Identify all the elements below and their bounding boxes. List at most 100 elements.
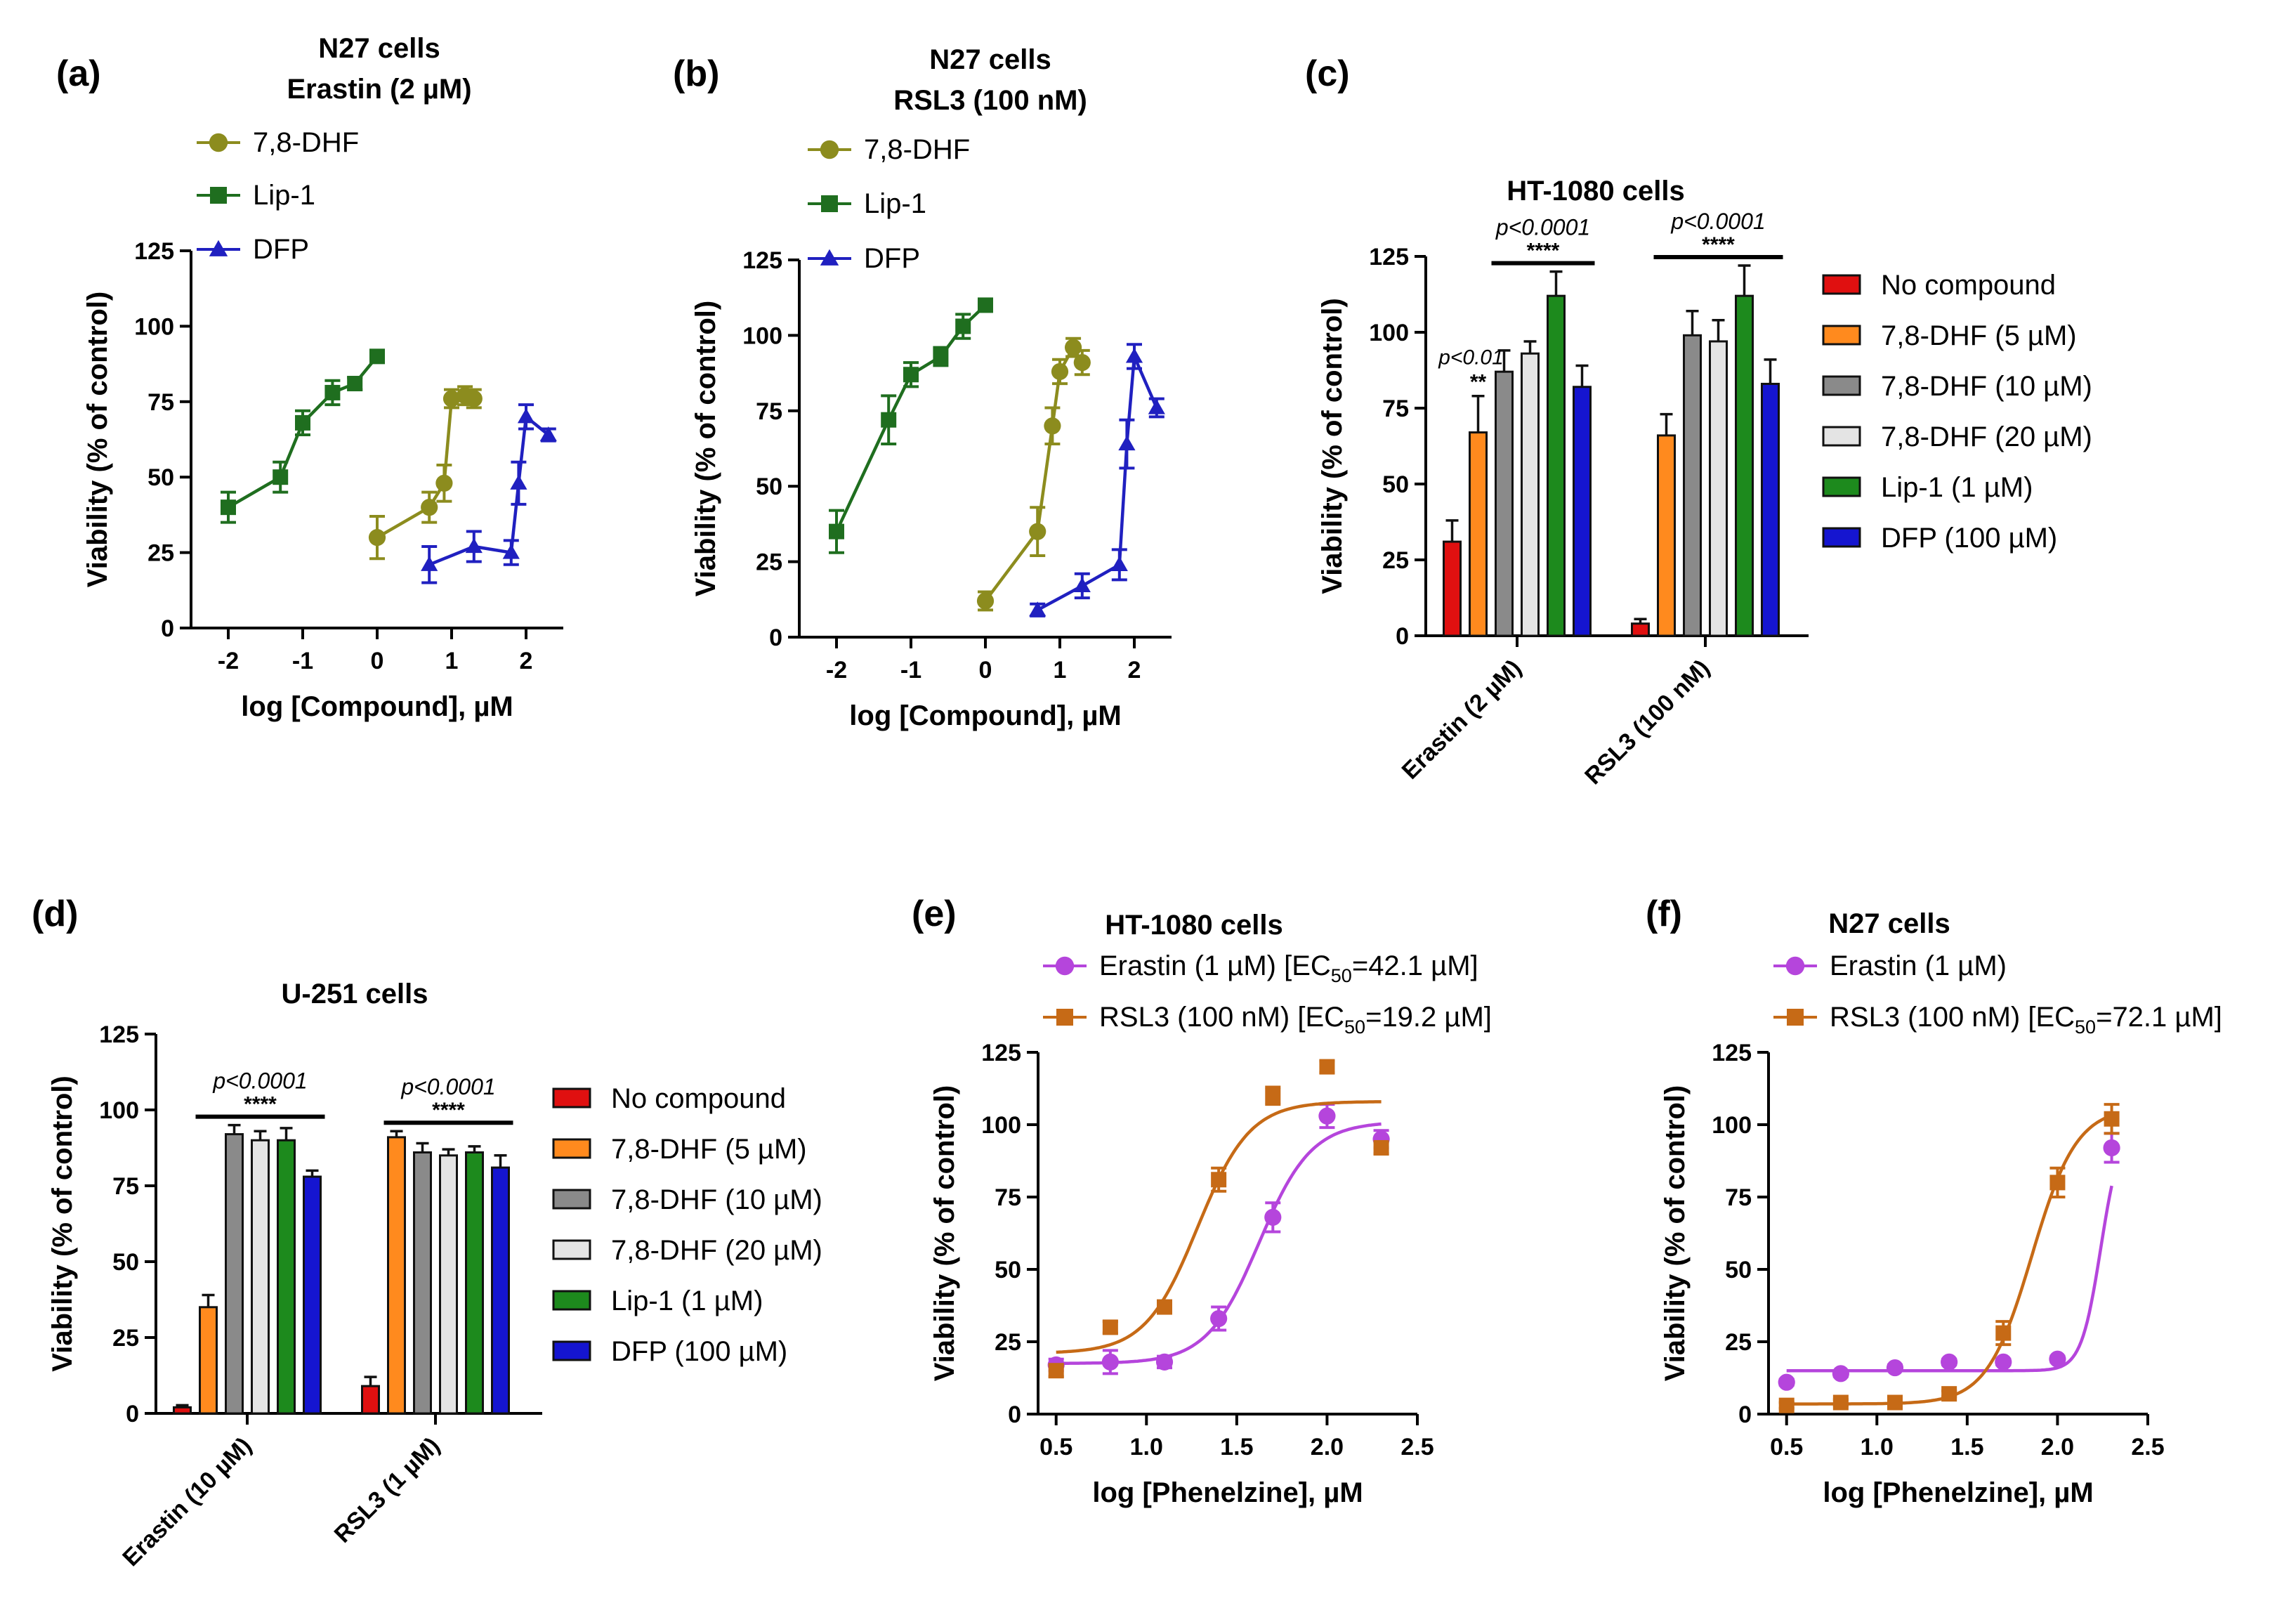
category-label: Erastin (2 µM)	[1397, 655, 1527, 785]
ec50-value: 42.1 µM	[1368, 950, 1470, 981]
y-tick-label: 50	[756, 473, 782, 500]
bar	[1735, 294, 1754, 637]
data-point	[435, 474, 453, 492]
bar	[491, 1166, 510, 1415]
data-point	[442, 390, 461, 407]
y-tick-label: 125	[742, 247, 782, 274]
data-point	[1125, 348, 1143, 363]
data-point	[1319, 1059, 1335, 1075]
legend-series-name: DFP	[253, 234, 309, 265]
p-value-label: p<0.0001	[1495, 215, 1590, 240]
legend-0-legend-marker	[209, 133, 228, 152]
legend-label: No compound	[611, 1083, 786, 1114]
ec50-subscript: 50	[1344, 1016, 1365, 1038]
y-tick-label: 0	[1008, 1401, 1021, 1428]
p-value-label: p<0.0001	[1670, 209, 1765, 234]
data-point	[1210, 1309, 1228, 1328]
data-point	[1373, 1139, 1389, 1156]
panel-title: N27 cells	[929, 44, 1051, 75]
bar	[199, 1306, 218, 1415]
x-tick-label: 2	[520, 648, 533, 674]
panel-title: HT-1080 cells	[1507, 176, 1685, 207]
data-point	[221, 499, 236, 516]
bar	[1761, 382, 1780, 637]
x-tick-label: 2	[1128, 657, 1141, 684]
legend-swatch	[552, 1340, 591, 1361]
x-axis-label: log [Phenelzine], µM	[1823, 1477, 2093, 1508]
y-tick-label: 0	[161, 615, 174, 642]
data-point	[1051, 362, 1069, 381]
legend-label: Erastin (1 µM)	[1830, 950, 2007, 981]
data-point	[1832, 1394, 1849, 1411]
bar	[1631, 622, 1650, 637]
bar	[303, 1175, 322, 1415]
data-point	[465, 390, 483, 407]
y-tick-label: 50	[1382, 471, 1409, 498]
data-point	[2103, 1139, 2120, 1157]
data-point	[976, 592, 995, 610]
p-value-label: p<0.0001	[212, 1068, 307, 1094]
series-rsl3-100-nm-	[1048, 1059, 1389, 1379]
bar	[413, 1151, 432, 1415]
y-axis-label: Viability (% of control)	[1317, 298, 1348, 594]
legend-swatch	[552, 1290, 591, 1311]
bar	[1547, 294, 1566, 637]
panel-label: (e)	[912, 894, 957, 934]
legend-swatch	[1822, 325, 1861, 346]
legend-0-legend-marker	[1785, 956, 1805, 976]
data-point	[1157, 1299, 1172, 1315]
legend-label: DFP	[253, 234, 309, 265]
x-tick-label: 1	[1054, 657, 1067, 684]
data-point	[1110, 556, 1128, 571]
legend-1-legend-marker	[821, 195, 838, 212]
legend-series-name: DFP	[864, 243, 920, 274]
y-tick-label: 125	[134, 238, 174, 265]
data-point	[1941, 1353, 1958, 1371]
significance-stars: ****	[1527, 240, 1560, 263]
y-tick-label: 100	[742, 322, 782, 349]
legend-0-legend-marker	[1055, 956, 1075, 976]
legend-label: 7,8-DHF (10 µM)	[1881, 371, 2092, 402]
y-tick-label: 125	[1712, 1040, 1752, 1066]
legend-swatch	[1822, 274, 1861, 295]
legend-label: No compound	[1881, 270, 2056, 301]
y-axis-label: Viability (% of control)	[1660, 1085, 1691, 1382]
data-point	[421, 499, 438, 516]
fit-curve	[1786, 1185, 2113, 1373]
x-axis-label: log [Compound], µM	[241, 691, 513, 722]
series-line	[1037, 355, 1158, 612]
legend-series-name: Lip-1	[253, 180, 315, 211]
legend-2-legend-marker	[209, 240, 228, 256]
data-point	[1155, 1353, 1174, 1371]
data-point	[2104, 1111, 2120, 1127]
y-tick-label: 75	[1382, 395, 1409, 422]
series-line	[376, 393, 475, 540]
data-point	[1101, 1353, 1119, 1371]
legend-series-name: Lip-1	[864, 188, 926, 219]
y-tick-label: 50	[147, 464, 174, 491]
data-point	[881, 412, 897, 428]
x-tick-label: 2.5	[2131, 1434, 2164, 1460]
ec50-subscript: 50	[2075, 1016, 2096, 1038]
ec50-prefix: [EC	[1276, 950, 1331, 981]
y-tick-label: 75	[995, 1184, 1021, 1211]
data-point	[1778, 1373, 1795, 1391]
legend-swatch	[1822, 375, 1861, 396]
bar	[277, 1139, 296, 1415]
y-tick-label: 25	[1382, 547, 1409, 574]
panel-c: (c) HT-1080 cells 0 25 50 75 100 125 Viability (…	[1305, 53, 2092, 790]
legend-label: Erastin (1 µM) [EC50=42.1 µM]	[1099, 950, 1478, 986]
data-point	[1073, 353, 1091, 372]
y-tick-label: 100	[1712, 1112, 1752, 1139]
panel-d: (d) U-251 cells 0 25 50 75 100 125 Viability (% …	[32, 894, 822, 1571]
legend-swatch	[1822, 426, 1861, 447]
legend-label: RSL3 (100 nM) [EC50=19.2 µM]	[1099, 1002, 1492, 1038]
data-point	[1887, 1394, 1903, 1411]
data-point	[1995, 1353, 2012, 1371]
y-tick-label: 100	[134, 313, 174, 340]
bar	[439, 1154, 458, 1415]
data-point	[1318, 1107, 1336, 1125]
bar	[1469, 431, 1488, 637]
x-tick-label: 0.5	[1039, 1434, 1072, 1460]
series-lip-1	[829, 297, 993, 554]
